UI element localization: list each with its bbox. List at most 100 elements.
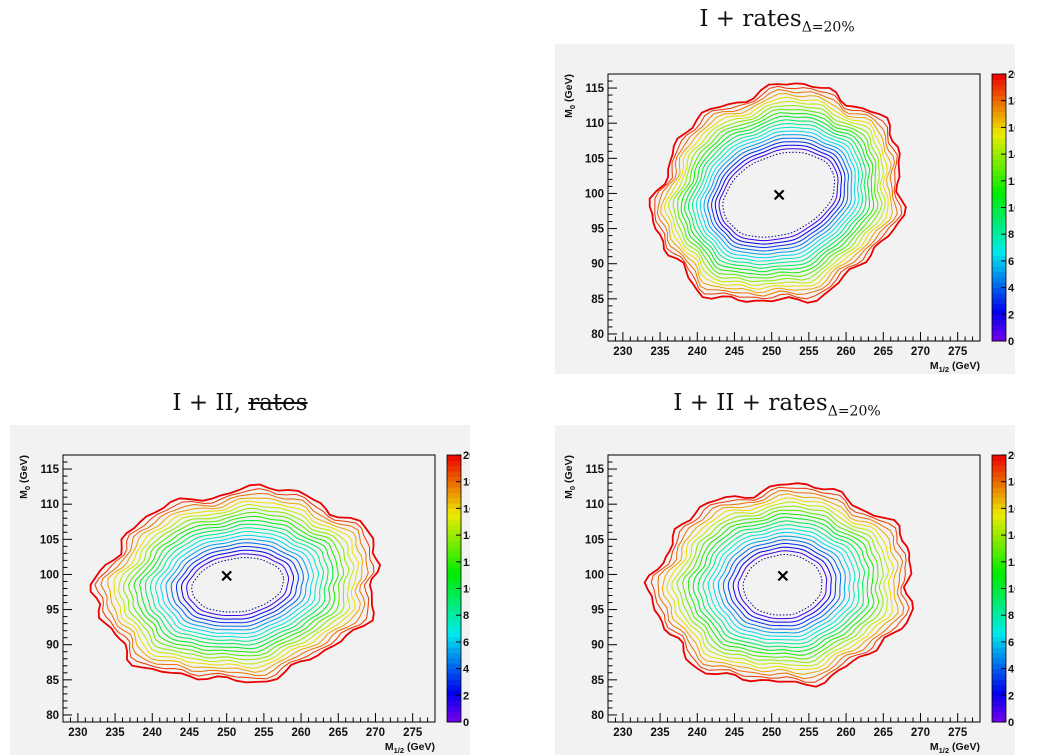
x-axis-label: M1/2 (GeV) (930, 741, 980, 755)
colorbar-segment (447, 657, 461, 664)
contour-level-17 (661, 493, 899, 675)
colorbar-segment (992, 143, 1006, 150)
colorbar-segment (992, 106, 1006, 112)
colorbar-tick-label: 4 (463, 664, 470, 676)
colorbar-segment (992, 170, 1006, 176)
colorbar-tick-label: 12 (463, 557, 470, 569)
chart-bottom-right: 230 235 240 245 250 255 260 265 270 275 80 85 90 95 10… (555, 425, 1015, 755)
contour-level-2 (737, 550, 828, 620)
colorbar-segment (992, 148, 1006, 155)
title-struck: rates (248, 390, 308, 416)
contour-level-7 (712, 531, 851, 638)
x-axis-label: M1/2 (GeV) (930, 360, 980, 374)
contour-level-1 (742, 553, 823, 616)
colorbar-tick-label: 4 (1008, 664, 1015, 676)
y-axis-label-main: M (563, 109, 575, 118)
colorbar-segment (992, 631, 1006, 638)
x-tick-label: 275 (948, 727, 968, 739)
x-axis-label-unit: (GeV) (949, 360, 980, 372)
colorbar-segment (447, 647, 461, 654)
colorbar-tick-label: 18 (1008, 96, 1015, 108)
y-tick-label: 100 (40, 569, 59, 581)
colorbar-segment (992, 138, 1006, 144)
colorbar-segment (992, 292, 1006, 299)
y-axis-label-unit: (GeV) (563, 455, 575, 486)
title-main: I + II + rates (673, 390, 828, 416)
colorbar-segment (992, 186, 1006, 192)
colorbar-segment (447, 545, 461, 552)
x-tick-label: 270 (911, 727, 930, 739)
y-tick-label: 85 (591, 294, 604, 306)
contour-level-5 (170, 542, 304, 627)
colorbar-segment (992, 324, 1006, 331)
contour-level-5 (722, 539, 842, 630)
colorbar-segment (992, 250, 1006, 257)
colorbar-tick-label: 6 (463, 637, 469, 649)
colorbar-segment (447, 679, 461, 686)
colorbar-segment (447, 695, 461, 702)
colorbar-segment (992, 519, 1006, 525)
colorbar-tick-label: 20 (1008, 450, 1015, 462)
contour-level-18 (656, 88, 898, 297)
x-tick-label: 245 (725, 346, 745, 358)
colorbar-tick-label: 12 (1008, 557, 1015, 569)
contour-level-15 (671, 501, 890, 667)
best-fit-marker (773, 189, 785, 201)
contour-level-10 (697, 520, 866, 649)
colorbar-segment (992, 615, 1006, 622)
colorbar-segment (992, 577, 1006, 584)
colorbar-segment (447, 551, 461, 557)
contour-level-11 (692, 516, 870, 653)
contour-level-6 (717, 535, 846, 634)
colorbar-segment (992, 465, 1006, 472)
colorbar-segment (992, 535, 1006, 541)
title-sub: Δ=20% (801, 19, 855, 36)
colorbar-segment (992, 529, 1006, 536)
contour-level-2 (186, 553, 289, 616)
contour-level-1 (191, 557, 285, 613)
colorbar-segment (992, 513, 1006, 520)
colorbar-segment (447, 668, 461, 675)
x-tick-label: 255 (254, 727, 274, 739)
colorbar-segment (992, 593, 1006, 600)
best-fit-marker (777, 570, 789, 582)
contour-level-4 (727, 542, 837, 627)
colorbar-segment (447, 455, 461, 461)
x-tick-label: 260 (291, 727, 310, 739)
y-tick-label: 95 (591, 224, 604, 236)
colorbar-segment (447, 471, 461, 477)
contour-level-2 (718, 148, 839, 242)
contour-level-9 (691, 123, 864, 266)
x-tick-label: 250 (762, 346, 781, 358)
colorbar-segment (992, 202, 1006, 208)
chart-svg: 230 235 240 245 250 255 260 265 270 2758085909510… (10, 425, 470, 755)
title-bottom-left: I + II, rates (10, 390, 470, 416)
colorbar-tick-label: 16 (1008, 503, 1015, 515)
colorbar-segment (992, 492, 1006, 499)
chart-svg: 230 235 240 245 250 255 260 265 270 2758085909510… (555, 425, 1015, 755)
contour-level-8 (155, 531, 320, 638)
colorbar-tick-label: 14 (1008, 530, 1015, 542)
contour-level-16 (663, 96, 889, 290)
y-tick-label: 105 (40, 534, 60, 546)
colorbar-segment (992, 572, 1006, 579)
colorbar-segment (992, 689, 1006, 696)
colorbar-segment (447, 460, 461, 467)
colorbar-segment (992, 239, 1006, 246)
colorbar-segment (992, 625, 1006, 632)
colorbar-segment (992, 540, 1006, 547)
y-tick-label: 105 (585, 153, 605, 165)
colorbar: 0 2 4 6 8 10 12 14 16 18 20 (991, 450, 1015, 729)
x-tick-label: 265 (874, 346, 894, 358)
contour-level-8 (695, 126, 860, 262)
colorbar-segment (992, 271, 1006, 278)
colorbar-tick-label: 0 (1008, 717, 1014, 729)
contour-level-17 (107, 497, 364, 673)
colorbar-segment (992, 636, 1006, 643)
colorbar-segment (992, 79, 1006, 86)
colorbar-segment (992, 175, 1006, 182)
colorbar-segment (992, 260, 1006, 267)
colorbar-segment (992, 298, 1006, 305)
contour-level-15 (667, 100, 886, 286)
colorbar-tick-label: 20 (463, 450, 470, 462)
